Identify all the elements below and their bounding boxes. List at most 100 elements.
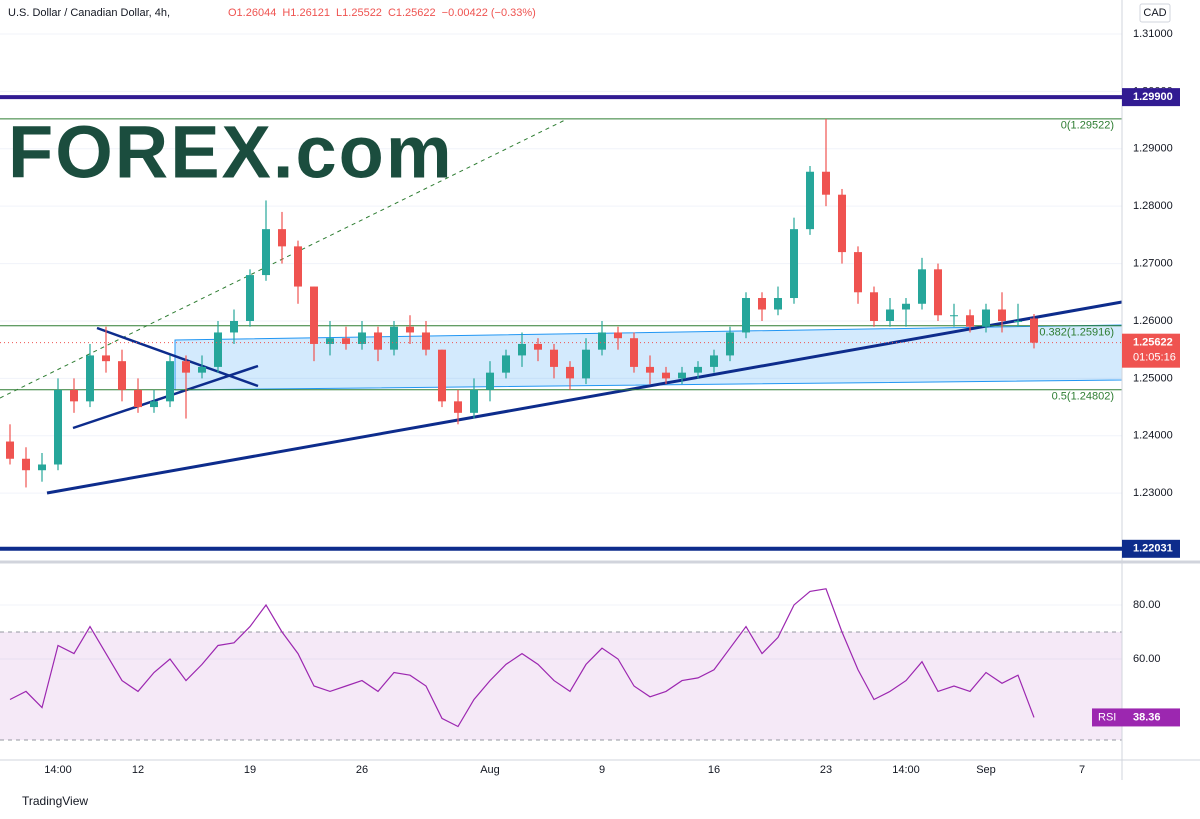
y-tick-label: 1.26000	[1133, 315, 1173, 327]
candle-body	[326, 338, 334, 344]
ohlc-value: C1.25622	[388, 7, 436, 19]
candle-body	[758, 298, 766, 310]
y-tick-label: 1.23000	[1133, 487, 1173, 499]
candle-body	[150, 401, 158, 408]
candle-body	[870, 292, 878, 321]
plot: 0(1.29522) 0.382(1.25916) 0.5(1.24802)	[0, 118, 1122, 488]
candle-body	[454, 401, 462, 413]
candle-body	[486, 372, 494, 390]
candle-body	[598, 332, 606, 350]
candle-body	[550, 349, 558, 367]
x-tick-label: Aug	[480, 764, 500, 776]
candle-body	[774, 298, 782, 310]
candle-body	[902, 303, 910, 310]
trend-line	[46, 300, 1123, 495]
candle-body	[374, 332, 382, 350]
candle-body	[262, 229, 270, 276]
candle-body	[182, 361, 190, 373]
x-tick-label: 12	[132, 764, 144, 776]
candle-body	[822, 171, 830, 195]
y-tick-label: 1.24000	[1133, 430, 1173, 442]
candle-body	[214, 332, 222, 367]
currency: CAD	[1143, 7, 1166, 19]
candle-body	[6, 441, 14, 459]
x-tick-label: 19	[244, 764, 256, 776]
triangle-line	[96, 326, 259, 388]
logo: FOREX.com	[8, 111, 454, 194]
candle-body	[102, 355, 110, 362]
candle-body	[38, 464, 46, 471]
candle-body	[854, 252, 862, 293]
candle-body	[406, 326, 414, 333]
candle-body	[630, 338, 638, 367]
y-tick-label: 1.31000	[1133, 28, 1173, 40]
fib-label: 0.382(1.25916)	[1039, 327, 1114, 339]
y-tick-label: 1.29000	[1133, 143, 1173, 155]
y-tick-label: 1.28000	[1133, 200, 1173, 212]
candle-body	[438, 349, 446, 402]
candle-body	[166, 361, 174, 402]
candle-body	[934, 269, 942, 316]
candle-body	[950, 315, 958, 317]
candle-body	[806, 171, 814, 230]
y-tick-label: 1.27000	[1133, 257, 1173, 269]
candle-body	[22, 458, 30, 471]
candle-body	[982, 309, 990, 327]
candle-body	[790, 229, 798, 299]
triangle-line	[72, 364, 259, 430]
x-tick-label: 23	[820, 764, 832, 776]
candle-body	[502, 355, 510, 373]
candle-body	[582, 349, 590, 379]
candle-body	[470, 389, 478, 413]
countdown: 01:05:16	[1133, 352, 1176, 364]
x-tick-label: 14:00	[892, 764, 920, 776]
ohlc-value: L1.25522	[336, 7, 382, 19]
x-tick-label: 9	[599, 764, 605, 776]
rsi-last-value: 38.36	[1133, 711, 1161, 723]
candle-body	[134, 389, 142, 408]
candle-body	[310, 286, 318, 344]
candle-body	[534, 343, 542, 350]
candle-body	[118, 361, 126, 390]
candle-body	[710, 355, 718, 367]
candle-body	[742, 298, 750, 333]
candle-body	[422, 332, 430, 350]
candle-body	[86, 355, 94, 402]
candle-body	[54, 389, 62, 465]
ohlc-value: −0.00422 (−0.33%)	[442, 7, 536, 19]
candle-body	[70, 389, 78, 402]
x-tick-label: 14:00	[44, 764, 72, 776]
ohlc-header: O1.26044 H1.26121 L1.25522 C1.25622 −0.00422…	[228, 7, 536, 19]
candle-body	[230, 320, 238, 333]
candle-body	[246, 275, 254, 321]
candle-body	[726, 332, 734, 356]
candle-body	[1030, 318, 1038, 343]
candle-body	[966, 315, 974, 327]
level-tag	[1122, 88, 1180, 107]
currency-box	[1139, 3, 1171, 23]
chart-title: U.S. Dollar / Canadian Dollar, 4h,	[8, 7, 170, 19]
candle-body	[518, 343, 526, 356]
candle-body	[198, 366, 206, 373]
candle-body	[566, 366, 574, 379]
candle-body	[614, 332, 622, 339]
candle-body	[390, 326, 398, 350]
rsi-tick-label: 80.00	[1133, 599, 1161, 611]
candle-body	[838, 194, 846, 253]
y-tick-label: 1.25000	[1133, 372, 1173, 384]
x-tick-label: 26	[356, 764, 368, 776]
candle-body	[678, 372, 686, 379]
last-price-tag	[1122, 333, 1180, 368]
ohlc-value: O1.26044	[228, 7, 276, 19]
footer: TradingView	[22, 794, 88, 808]
x-tick-label: 7	[1079, 764, 1085, 776]
rsi-tag	[1092, 708, 1180, 727]
candle-body	[294, 246, 302, 287]
rsi-name: RSI	[1098, 711, 1116, 723]
candle-body	[358, 332, 366, 344]
candle-body	[998, 309, 1006, 321]
level-label: 1.22031	[1133, 543, 1173, 555]
x-tick-label: 16	[708, 764, 720, 776]
rsi-tick-label: 60.00	[1133, 653, 1161, 665]
